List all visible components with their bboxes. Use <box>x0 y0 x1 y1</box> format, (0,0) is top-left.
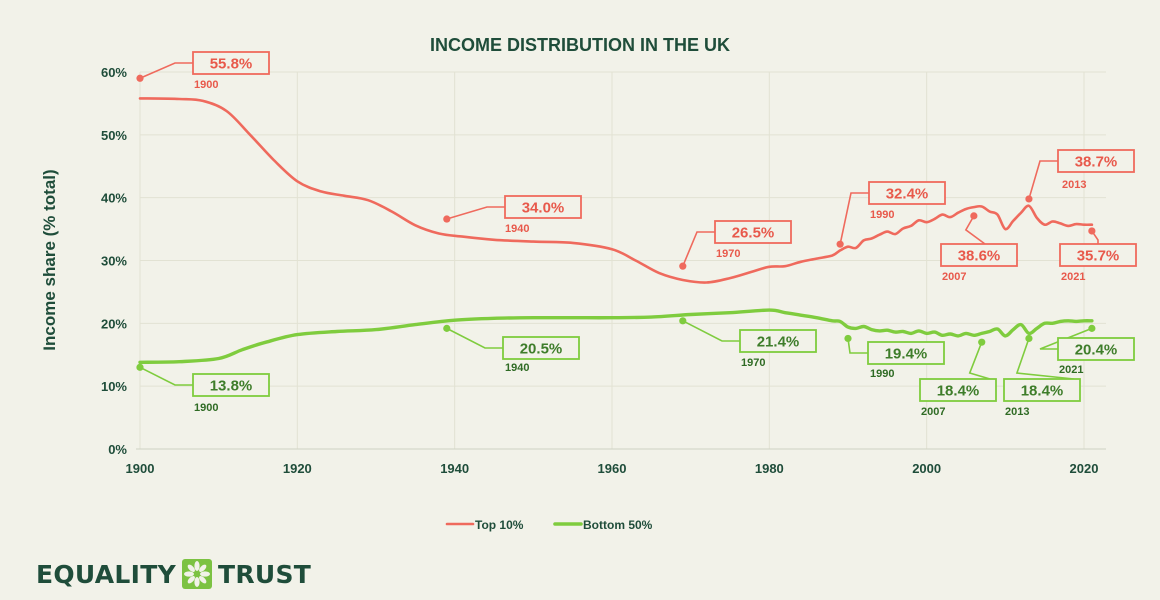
annotation-year: 2013 <box>1062 179 1086 191</box>
annotation-dot <box>978 338 986 346</box>
annotation-dot <box>1088 324 1096 332</box>
annotation-box <box>714 220 792 244</box>
x-tick-label: 1980 <box>755 461 784 476</box>
annotation-value: 32.4% <box>886 186 929 203</box>
legend: Top 10% Bottom 50% <box>445 518 653 532</box>
annotation-value: 13.8% <box>210 378 253 395</box>
annotation-leader <box>446 327 503 349</box>
annotation-year: 2021 <box>1061 271 1085 283</box>
annotation-year: 1940 <box>505 223 529 235</box>
x-tick-label: 1900 <box>126 461 155 476</box>
annotation-dot <box>836 240 844 248</box>
y-tick-label: 30% <box>101 254 127 269</box>
annotation-box <box>192 373 270 397</box>
axis-ticks: 0% 10% 20% 30% 40% 50% 60% 1900 1920 1940 1960 1980… <box>101 65 1098 476</box>
annotation-dot <box>136 74 144 82</box>
annotation-value: 55.8% <box>210 56 253 73</box>
chart-title: INCOME DISTRIBUTION IN THE UK <box>430 35 730 55</box>
annotation-dot <box>679 317 687 325</box>
y-axis-label: Income share (% total) <box>40 169 59 350</box>
annotation-value: 20.4% <box>1075 342 1118 359</box>
annotation-leader <box>1039 327 1093 350</box>
bottom50-line <box>138 308 1094 364</box>
y-tick-label: 0% <box>108 442 127 457</box>
flower-icon <box>182 559 212 589</box>
legend-label-bottom50: Bottom 50% <box>583 518 653 532</box>
annotation-year: 1970 <box>741 357 765 369</box>
annotation-dot <box>1025 195 1033 203</box>
annotation-leader <box>1028 160 1058 200</box>
annotation-value: 38.6% <box>958 248 1001 265</box>
equality-trust-logo: EQUALITY TRUST <box>36 559 311 589</box>
annotation-year: 1900 <box>194 402 218 414</box>
annotation-value: 34.0% <box>522 200 565 217</box>
annotation-box <box>919 378 997 402</box>
y-tick-label: 60% <box>101 65 127 80</box>
annotation-leader <box>839 192 869 245</box>
annotation-box <box>739 329 817 353</box>
x-tick-label: 1960 <box>598 461 627 476</box>
annotation-box <box>1057 337 1135 361</box>
logo-text-left: EQUALITY <box>36 559 176 589</box>
annotation-value: 18.4% <box>937 383 980 400</box>
annotations: 55.8% 1900 34.0% 1940 26.5% 1970 32.4% 1990 38.6… <box>136 51 1137 418</box>
y-tick-label: 10% <box>101 379 127 394</box>
annotation-leader <box>1091 230 1099 244</box>
annotation-box <box>1059 243 1137 267</box>
annotation-value: 21.4% <box>757 334 800 351</box>
annotation-box <box>867 341 945 365</box>
annotation-value: 19.4% <box>885 346 928 363</box>
annotation-leader <box>139 62 193 80</box>
logo-text-right: TRUST <box>218 559 312 589</box>
annotation-dot <box>136 363 144 371</box>
annotation-year: 1900 <box>194 79 218 91</box>
y-tick-label: 50% <box>101 128 127 143</box>
annotation-dot <box>1025 334 1033 343</box>
annotation-dot <box>679 262 687 270</box>
annotation-year: 1940 <box>505 362 529 374</box>
annotation-value: 26.5% <box>732 225 775 242</box>
annotation-leader <box>682 231 715 267</box>
annotation-box <box>868 181 946 205</box>
annotation-box <box>502 336 580 360</box>
annotation-year: 2013 <box>1005 406 1029 418</box>
annotation-leader <box>446 206 505 220</box>
annotation-box <box>192 51 270 75</box>
annotation-year: 2007 <box>942 271 966 283</box>
x-tick-label: 1920 <box>283 461 312 476</box>
annotation-value: 20.5% <box>520 341 563 358</box>
annotation-dot <box>970 212 978 220</box>
annotation-leader <box>964 215 986 245</box>
annotation-year: 1990 <box>870 368 894 380</box>
annotation-year: 2007 <box>921 406 945 418</box>
annotation-dot <box>443 215 451 223</box>
x-tick-label: 1940 <box>440 461 469 476</box>
annotation-year: 1970 <box>716 248 740 260</box>
y-tick-label: 20% <box>101 316 127 331</box>
annotation-year: 1990 <box>870 209 894 221</box>
x-tick-label: 2000 <box>912 461 941 476</box>
annotation-leader <box>682 320 740 342</box>
annotation-dot <box>1088 227 1096 235</box>
annotation-box <box>1057 149 1135 173</box>
legend-label-top10: Top 10% <box>475 518 524 532</box>
annotation-box <box>504 195 582 219</box>
annotation-leader <box>139 366 193 386</box>
annotation-value: 38.7% <box>1075 154 1118 171</box>
annotation-value: 18.4% <box>1021 383 1064 400</box>
annotation-box <box>940 243 1018 267</box>
series-lines <box>138 97 1094 364</box>
annotation-leader <box>968 341 991 380</box>
annotation-leader <box>1015 338 1075 380</box>
y-tick-label: 40% <box>101 191 127 206</box>
annotation-value: 35.7% <box>1077 248 1120 265</box>
annotation-dot <box>443 324 451 332</box>
annotation-year: 2021 <box>1059 364 1083 376</box>
x-tick-label: 2020 <box>1070 461 1099 476</box>
annotation-dot <box>844 334 852 343</box>
annotation-leader <box>847 338 868 354</box>
annotation-box <box>1003 378 1081 402</box>
top10-line <box>138 97 1094 284</box>
